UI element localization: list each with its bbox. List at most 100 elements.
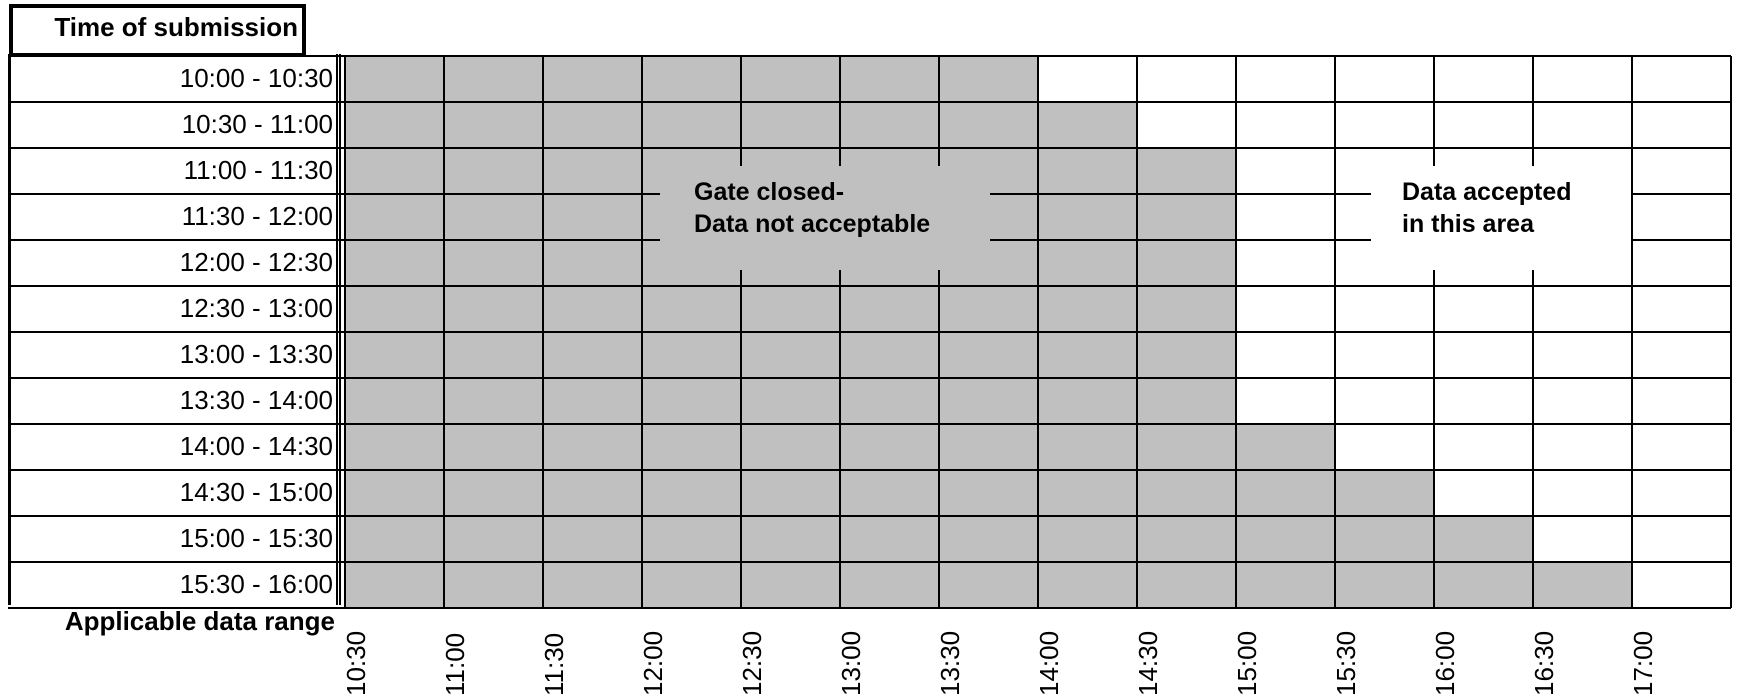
label-column-separator bbox=[336, 54, 341, 605]
closed-cell bbox=[1038, 378, 1137, 424]
open-cell bbox=[1632, 562, 1731, 608]
column-label: 14:30 bbox=[1133, 630, 1163, 696]
column-label: 13:30 bbox=[935, 630, 965, 696]
closed-cell bbox=[840, 562, 939, 608]
column-label: 12:30 bbox=[737, 630, 767, 696]
closed-cell bbox=[840, 332, 939, 378]
header-box: Time of submission bbox=[9, 4, 306, 57]
closed-cell bbox=[444, 332, 543, 378]
column-label: 10:30 bbox=[341, 630, 371, 696]
closed-cell bbox=[1335, 470, 1434, 516]
row-label: 10:30 - 11:00 bbox=[181, 109, 333, 139]
closed-cell bbox=[642, 286, 741, 332]
open-cell bbox=[1434, 470, 1533, 516]
closed-cell bbox=[444, 194, 543, 240]
open-cell bbox=[1434, 332, 1533, 378]
closed-cell bbox=[741, 516, 840, 562]
closed-cell bbox=[741, 470, 840, 516]
open-cell bbox=[1335, 56, 1434, 102]
open-cell bbox=[1632, 56, 1731, 102]
closed-cell bbox=[1335, 562, 1434, 608]
closed-cell bbox=[642, 332, 741, 378]
closed-cell bbox=[939, 378, 1038, 424]
column-label: 11:00 bbox=[440, 632, 470, 696]
open-cell bbox=[1632, 102, 1731, 148]
closed-cell bbox=[939, 102, 1038, 148]
closed-cell bbox=[543, 240, 642, 286]
closed-cell bbox=[1236, 424, 1335, 470]
closed-cell bbox=[543, 332, 642, 378]
closed-cell bbox=[543, 516, 642, 562]
closed-cell bbox=[1137, 194, 1236, 240]
accepted-callout-line-1: Data accepted bbox=[1402, 178, 1572, 206]
closed-cell bbox=[642, 102, 741, 148]
closed-cell bbox=[1236, 470, 1335, 516]
row-label: 10:00 - 10:30 bbox=[179, 63, 333, 93]
closed-cell bbox=[345, 516, 444, 562]
closed-cell bbox=[1236, 516, 1335, 562]
closed-cell bbox=[642, 378, 741, 424]
closed-cell bbox=[642, 562, 741, 608]
closed-cell bbox=[444, 102, 543, 148]
closed-cell bbox=[1236, 562, 1335, 608]
closed-cell bbox=[444, 424, 543, 470]
closed-cell bbox=[345, 148, 444, 194]
header-title: Time of submission bbox=[54, 12, 298, 42]
open-cell bbox=[1632, 194, 1731, 240]
closed-cell bbox=[1038, 194, 1137, 240]
column-label: 14:00 bbox=[1034, 630, 1064, 696]
closed-cell bbox=[642, 56, 741, 102]
row-label: 14:00 - 14:30 bbox=[179, 431, 333, 461]
closed-cell bbox=[1137, 240, 1236, 286]
closed-cell bbox=[1533, 562, 1632, 608]
closed-cell bbox=[939, 470, 1038, 516]
open-cell bbox=[1533, 470, 1632, 516]
closed-cell bbox=[840, 56, 939, 102]
closed-area-callout: Gate closed- Data not acceptable bbox=[694, 176, 930, 240]
column-label: 15:30 bbox=[1331, 630, 1361, 696]
closed-cell bbox=[543, 562, 642, 608]
open-cell bbox=[1434, 424, 1533, 470]
closed-cell bbox=[1434, 562, 1533, 608]
closed-cell bbox=[741, 424, 840, 470]
open-cell bbox=[1038, 56, 1137, 102]
open-cell bbox=[1632, 148, 1731, 194]
row-label: 12:30 - 13:00 bbox=[179, 293, 333, 323]
closed-cell bbox=[345, 332, 444, 378]
open-cell bbox=[1434, 378, 1533, 424]
closed-cell bbox=[345, 562, 444, 608]
closed-cell bbox=[345, 102, 444, 148]
open-cell bbox=[1137, 102, 1236, 148]
closed-cell bbox=[345, 378, 444, 424]
column-label: 17:00 bbox=[1628, 630, 1658, 696]
open-cell bbox=[1236, 102, 1335, 148]
closed-cell bbox=[840, 516, 939, 562]
column-label: 15:00 bbox=[1232, 630, 1262, 696]
accepted-area-callout: Data accepted in this area bbox=[1402, 176, 1572, 240]
closed-cell bbox=[543, 102, 642, 148]
closed-callout-line-1: Gate closed- bbox=[694, 178, 845, 206]
closed-cell bbox=[939, 516, 1038, 562]
open-cell bbox=[1533, 102, 1632, 148]
closed-cell bbox=[444, 240, 543, 286]
open-cell bbox=[1632, 424, 1731, 470]
row-label: 13:30 - 14:00 bbox=[179, 385, 333, 415]
open-cell bbox=[1434, 56, 1533, 102]
closed-cell bbox=[543, 148, 642, 194]
closed-cell bbox=[1137, 378, 1236, 424]
open-cell bbox=[1236, 194, 1335, 240]
closed-cell bbox=[543, 56, 642, 102]
closed-cell bbox=[741, 102, 840, 148]
row-label: 15:00 - 15:30 bbox=[179, 523, 333, 553]
closed-cell bbox=[1038, 562, 1137, 608]
closed-callout-box bbox=[660, 166, 990, 270]
open-cell bbox=[1236, 240, 1335, 286]
closed-cell bbox=[840, 378, 939, 424]
closed-cell bbox=[741, 286, 840, 332]
open-cell bbox=[1533, 378, 1632, 424]
closed-cell bbox=[1038, 424, 1137, 470]
closed-cell bbox=[444, 378, 543, 424]
open-cell bbox=[1335, 424, 1434, 470]
closed-cell bbox=[1434, 516, 1533, 562]
